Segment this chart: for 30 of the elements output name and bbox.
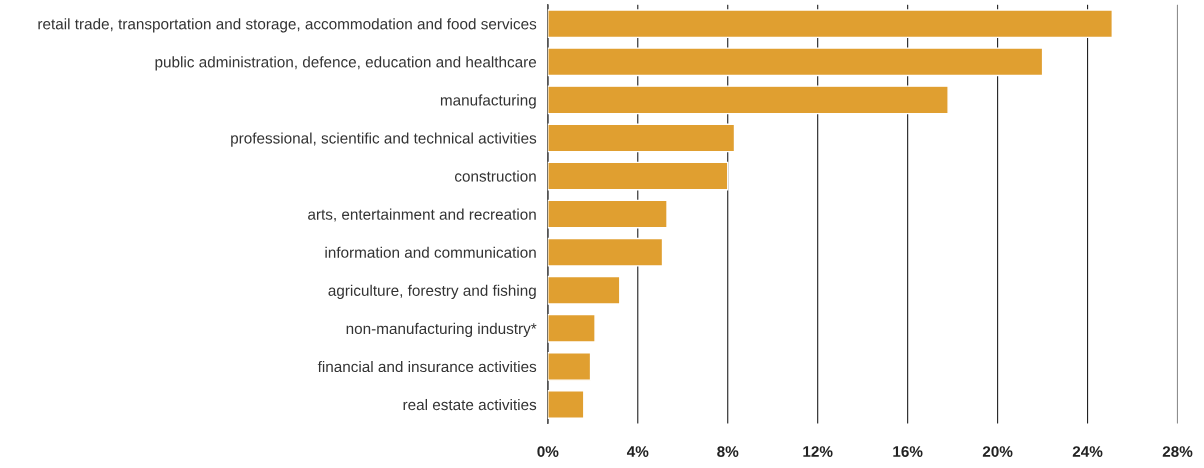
y-tick-label: information and communication	[325, 246, 536, 258]
x-tick-label: 0%	[537, 446, 559, 457]
bar	[547, 199, 668, 229]
bar	[547, 161, 729, 191]
y-tick-label: retail trade, transportation and storage, accommodation and food services	[38, 18, 537, 33]
y-tick-label: agriculture, forestry and fishing	[328, 284, 536, 299]
y-tick-label: non-manufacturing industry*	[346, 322, 537, 338]
x-tick-label: 4%	[626, 446, 649, 457]
y-tick-label: real estate activities	[403, 398, 537, 411]
y-tick-label: arts, entertainment and recreation	[308, 208, 536, 222]
bar	[547, 85, 949, 115]
x-tick-label: 28%	[1162, 446, 1193, 457]
y-tick-label: manufacturing	[440, 94, 536, 109]
bar	[547, 313, 596, 343]
bar	[547, 390, 585, 419]
y-tick-label: professional, scientific and technical activities	[231, 132, 537, 147]
x-tick-label: 12%	[803, 446, 833, 457]
bar	[547, 9, 1113, 39]
x-tick-label: 16%	[893, 446, 923, 457]
bar	[547, 352, 592, 381]
bar	[547, 123, 736, 153]
y-tick-label: financial and insurance activities	[317, 360, 537, 373]
x-tick-label: 8%	[717, 446, 739, 457]
x-tick-label: 24%	[1072, 446, 1103, 457]
y-tick-label: construction	[454, 170, 536, 182]
x-tick-label: 20%	[982, 446, 1013, 457]
bar	[547, 47, 1044, 77]
bar	[547, 275, 621, 305]
y-tick-label: public administration, defence, education and healthcare	[155, 56, 537, 71]
bar	[547, 237, 664, 267]
